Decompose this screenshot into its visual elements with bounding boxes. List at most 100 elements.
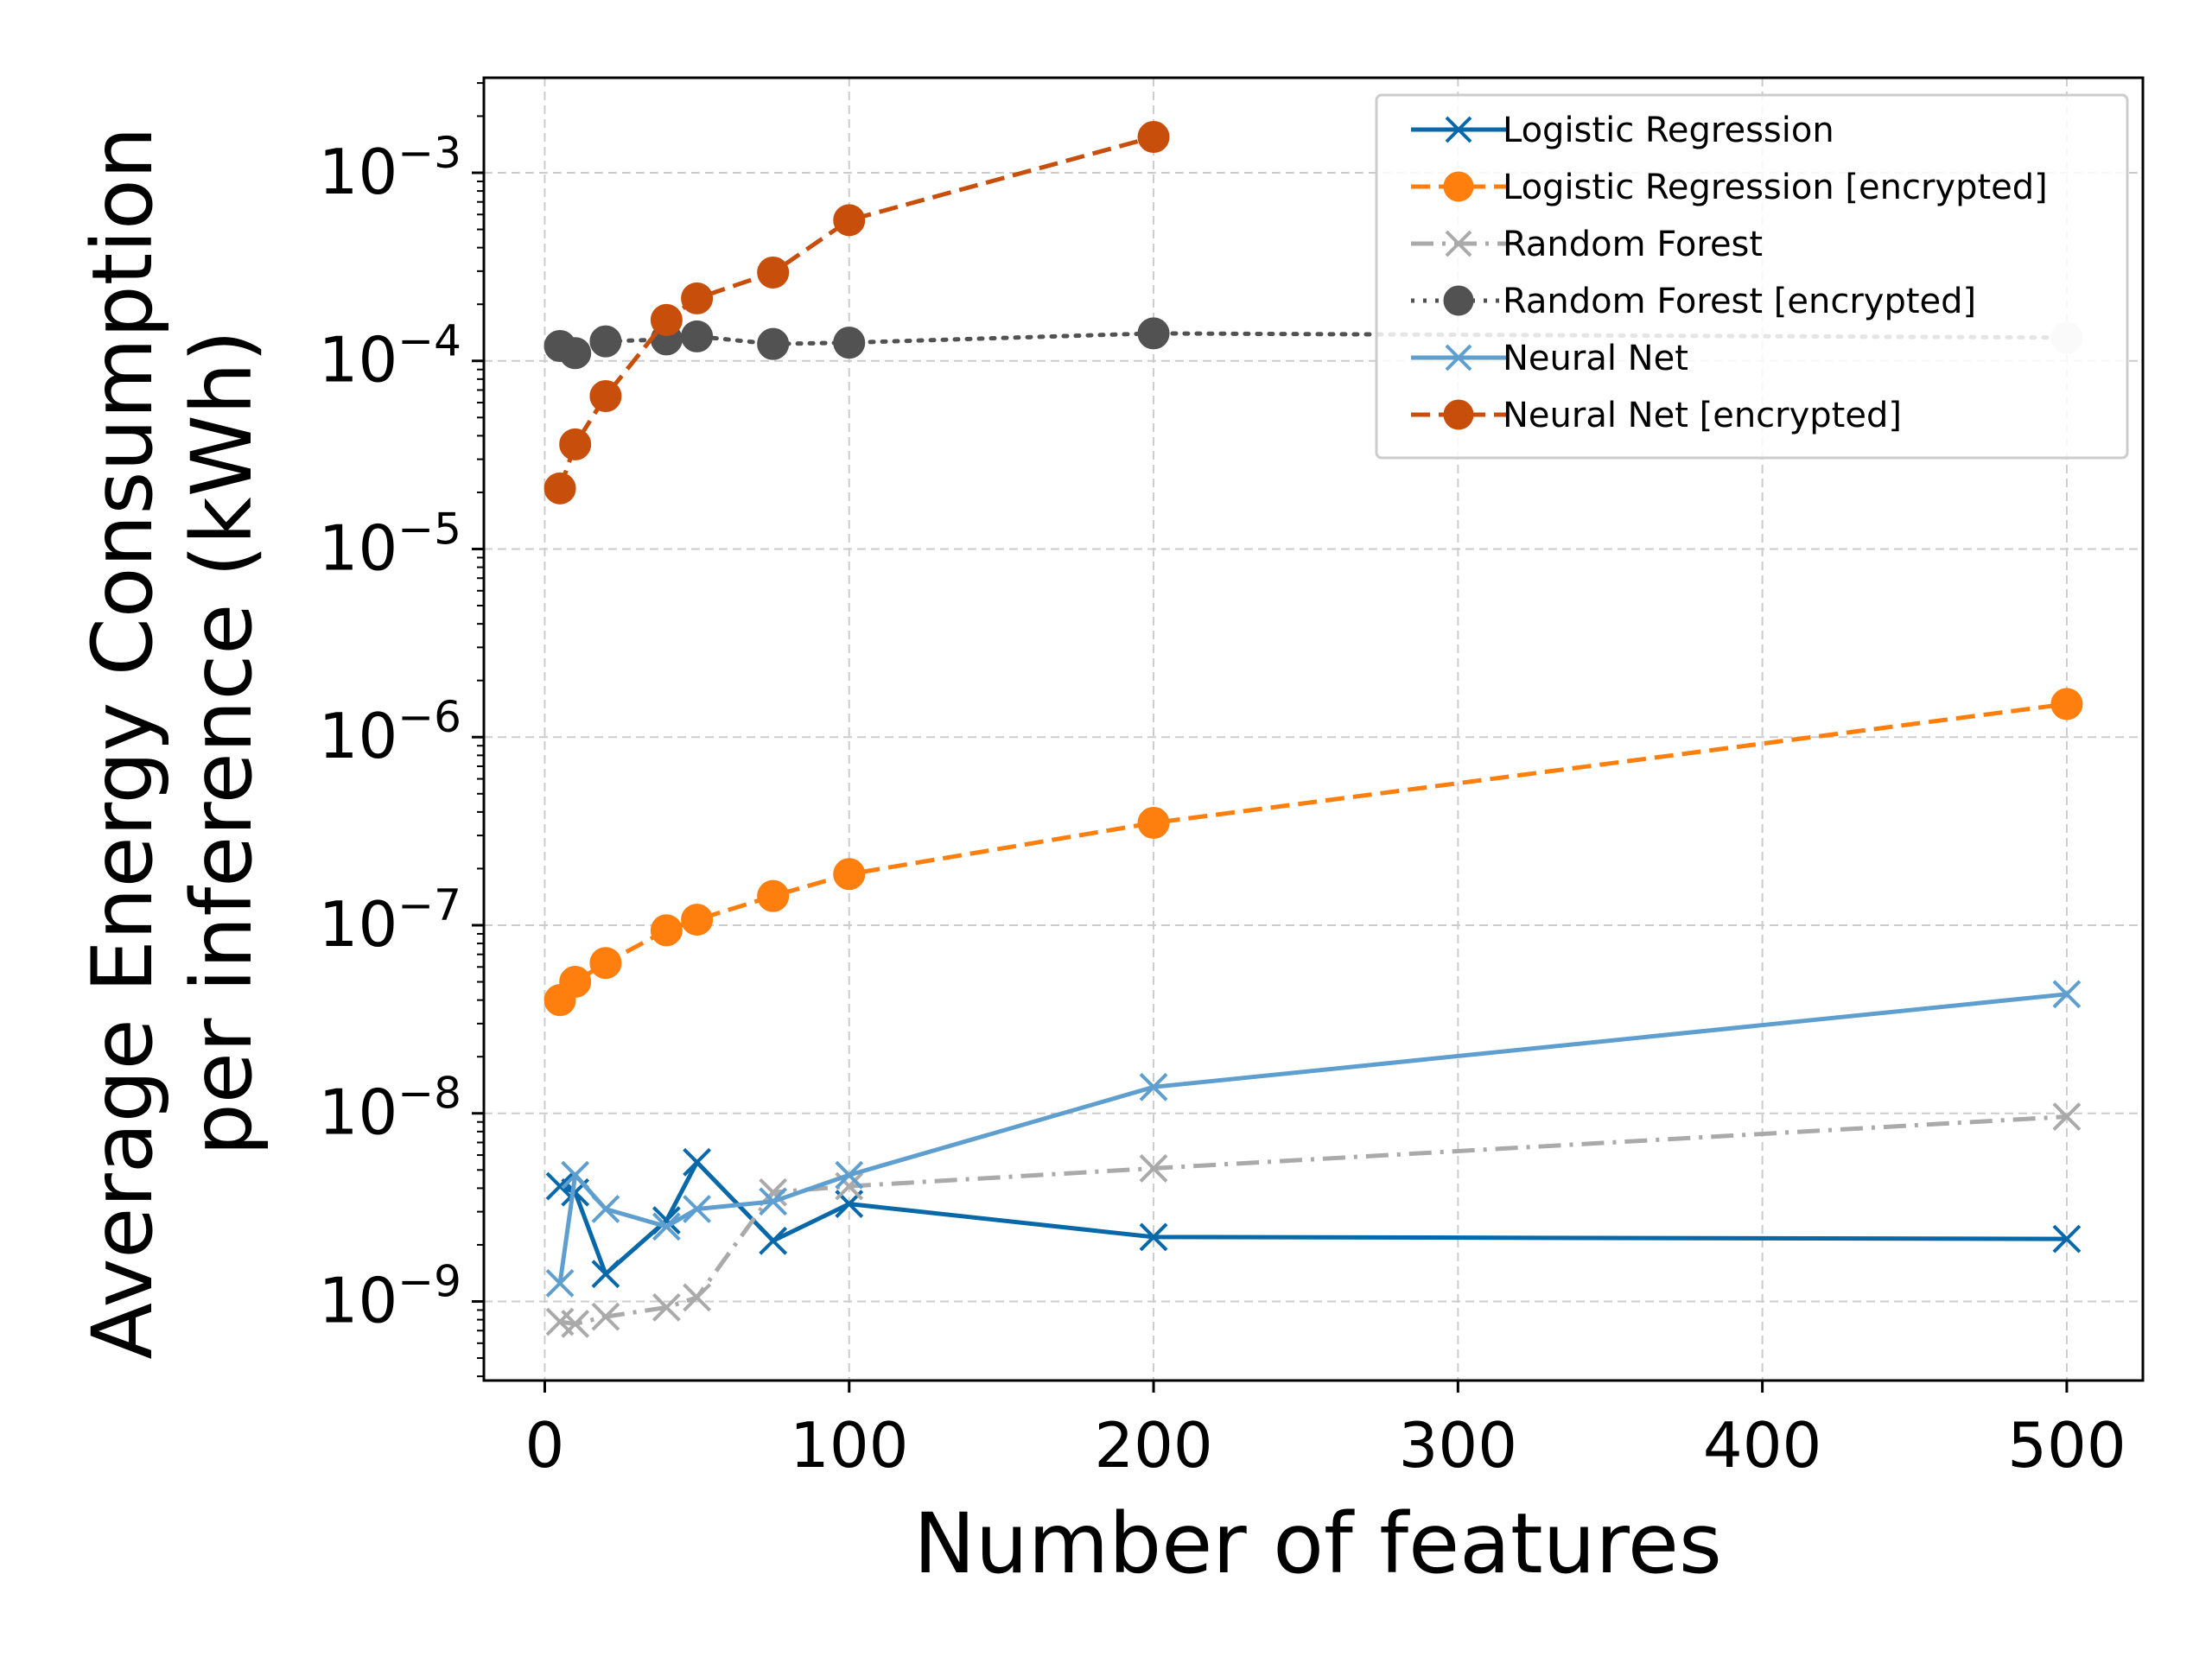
data-point bbox=[757, 256, 790, 289]
data-point bbox=[559, 337, 592, 370]
data-point bbox=[545, 1268, 575, 1298]
marker-stroke bbox=[683, 1283, 712, 1312]
legend-item: Neural Net [encrypted] bbox=[1411, 396, 1902, 435]
y-tick-label-exponent: −3 bbox=[397, 128, 461, 178]
data-point bbox=[1137, 807, 1170, 840]
marker-stroke bbox=[2052, 1102, 2082, 1132]
series-logistic-regression-encrypted bbox=[543, 688, 2083, 1017]
data-point bbox=[833, 327, 866, 359]
marker-stroke bbox=[1139, 1222, 1168, 1252]
data-point bbox=[833, 204, 866, 237]
data-point bbox=[1139, 1072, 1168, 1101]
data-point bbox=[559, 428, 592, 460]
legend-item: Logistic Regression bbox=[1411, 111, 1834, 150]
marker-stroke bbox=[1445, 116, 1472, 143]
y-tick-label-exponent: −4 bbox=[397, 316, 461, 366]
data-point bbox=[683, 1147, 712, 1177]
y-tick-label-base: 10 bbox=[319, 324, 398, 397]
data-point bbox=[2050, 688, 2083, 720]
y-tick-label-exponent: −6 bbox=[397, 692, 461, 742]
x-tick-label: 200 bbox=[1094, 1409, 1212, 1482]
marker-stroke bbox=[1445, 344, 1472, 371]
series-neural-net bbox=[545, 980, 2082, 1298]
data-point bbox=[835, 1160, 864, 1190]
y-tick-label: 10−8 bbox=[319, 1069, 461, 1149]
marker-stroke bbox=[591, 1195, 620, 1223]
legend-item: Logistic Regression [encrypted] bbox=[1411, 168, 2048, 207]
data-point bbox=[1137, 121, 1170, 154]
data-point bbox=[2052, 980, 2082, 1009]
legend-label: Logistic Regression [encrypted] bbox=[1503, 168, 2048, 207]
legend-label: Neural Net bbox=[1503, 339, 1688, 378]
marker-stroke bbox=[759, 1187, 788, 1216]
legend-label: Neural Net [encrypted] bbox=[1503, 396, 1902, 435]
data-point bbox=[591, 1302, 620, 1331]
data-point bbox=[757, 879, 790, 912]
y-tick-label-exponent: −5 bbox=[397, 504, 461, 554]
data-point bbox=[559, 966, 592, 999]
data-point bbox=[681, 904, 714, 936]
data-point bbox=[2052, 1224, 2082, 1254]
data-point bbox=[757, 327, 790, 360]
y-tick-label: 10−6 bbox=[319, 692, 461, 772]
series-neural-net-encrypted bbox=[543, 121, 1170, 505]
ticks: 0 100 200 300 400 50010−910−810−710−610−510−4… bbox=[319, 82, 2126, 1482]
y-tick-label: 10−4 bbox=[319, 316, 461, 397]
data-point bbox=[650, 914, 683, 947]
legend-marker bbox=[1443, 171, 1474, 202]
marker-stroke bbox=[2052, 1224, 2082, 1254]
data-point bbox=[589, 379, 622, 412]
data-point bbox=[2052, 1102, 2082, 1132]
y-axis-title-line-2: per inference (kWh) bbox=[174, 330, 270, 1156]
data-point bbox=[543, 472, 576, 505]
plot-frame bbox=[482, 76, 2145, 1382]
y-tick-label-base: 10 bbox=[319, 1076, 398, 1149]
y-tick-label: 10−3 bbox=[319, 128, 461, 208]
series-layer bbox=[543, 121, 2083, 1338]
y-tick-label-base: 10 bbox=[319, 511, 398, 584]
data-point bbox=[1139, 1154, 1168, 1183]
legend-marker bbox=[1443, 399, 1474, 430]
marker-stroke bbox=[545, 1171, 575, 1201]
marker-stroke bbox=[835, 1171, 864, 1201]
legend-marker bbox=[1445, 230, 1472, 257]
y-tick-label-exponent: −8 bbox=[397, 1069, 461, 1119]
legend-marker bbox=[1443, 285, 1474, 316]
y-tick-label: 10−5 bbox=[319, 504, 461, 584]
data-point bbox=[591, 1260, 620, 1289]
data-point bbox=[683, 1283, 712, 1312]
y-tick-label: 10−9 bbox=[319, 1256, 461, 1336]
data-point bbox=[759, 1226, 788, 1255]
y-tick-label-base: 10 bbox=[319, 136, 398, 208]
legend-item: Random Forest [encrypted] bbox=[1411, 282, 1976, 321]
legend-marker bbox=[1445, 116, 1472, 143]
data-point bbox=[681, 282, 714, 314]
marker-stroke bbox=[652, 1206, 681, 1235]
x-tick-label: 0 bbox=[525, 1409, 565, 1482]
data-point bbox=[1139, 1222, 1168, 1252]
legend-box bbox=[1375, 93, 2129, 460]
legend-marker bbox=[1445, 344, 1472, 371]
data-point bbox=[561, 1310, 590, 1338]
x-tick-label: 300 bbox=[1399, 1409, 1517, 1482]
data-point bbox=[681, 320, 714, 352]
x-axis-title: Number of features bbox=[913, 1495, 1722, 1592]
marker-stroke bbox=[2052, 980, 2082, 1009]
legend: Logistic Regression Logistic Regression [… bbox=[1375, 93, 2129, 460]
marker-stroke bbox=[652, 1292, 681, 1322]
data-point bbox=[833, 858, 866, 891]
data-point bbox=[652, 1212, 681, 1241]
marker-stroke bbox=[1139, 1154, 1168, 1183]
data-point bbox=[589, 947, 622, 980]
y-tick-label-base: 10 bbox=[319, 700, 398, 772]
data-point bbox=[561, 1160, 590, 1190]
y-tick-label-base: 10 bbox=[319, 888, 398, 961]
data-point bbox=[591, 1195, 620, 1223]
marker-stroke bbox=[561, 1160, 590, 1190]
y-axis-title-line-1: Average Energy Consumption bbox=[74, 126, 171, 1359]
marker-stroke bbox=[561, 1310, 590, 1338]
data-point bbox=[589, 325, 622, 358]
legend-label: Random Forest bbox=[1503, 225, 1763, 264]
marker-stroke bbox=[652, 1212, 681, 1241]
marker-stroke bbox=[545, 1307, 575, 1336]
